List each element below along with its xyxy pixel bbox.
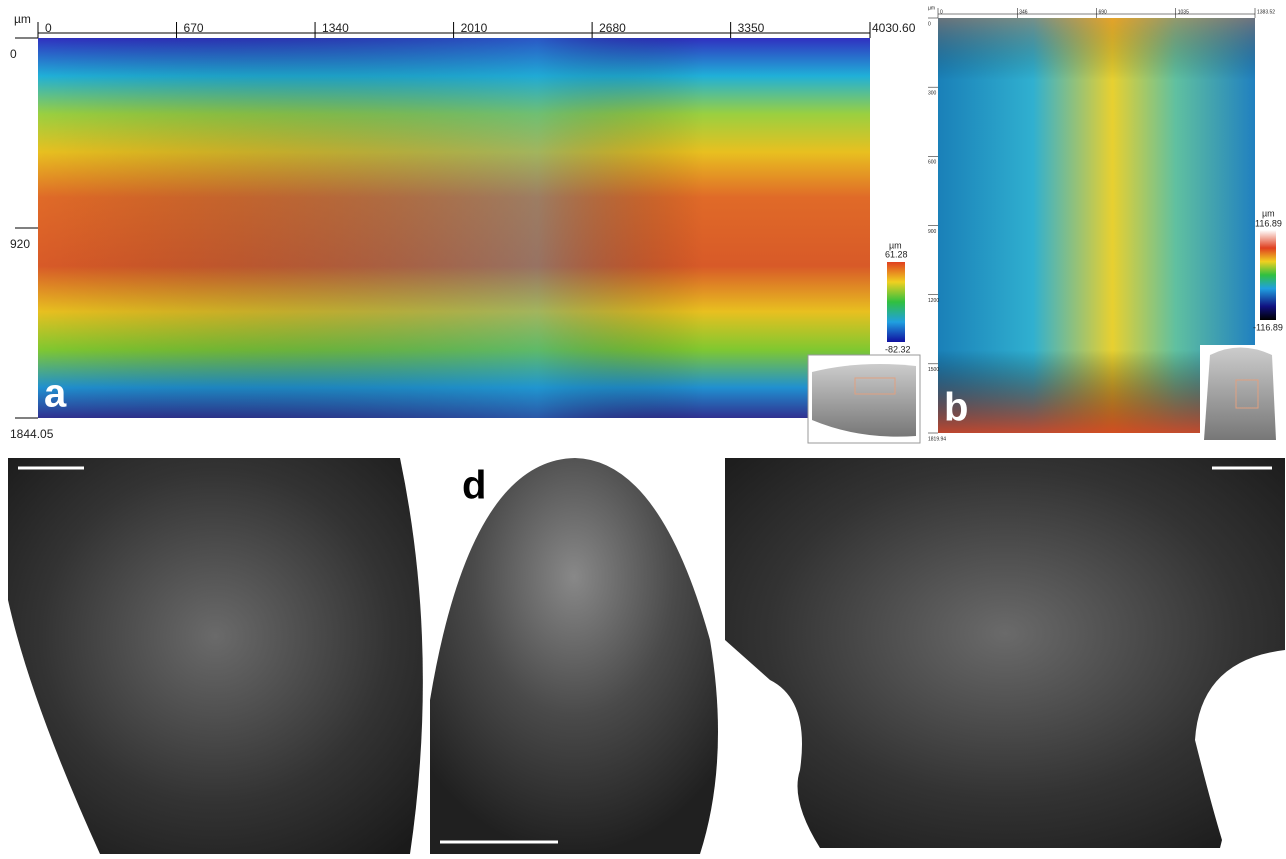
y-tick-label: 1844.05	[10, 427, 54, 441]
panel-label: c	[20, 804, 42, 848]
x-tick-label: 2680	[599, 21, 626, 35]
y-tick-label: 0	[928, 21, 931, 27]
panel-label: e	[752, 794, 774, 838]
sem-image	[725, 458, 1285, 848]
colorbar-unit: µm	[889, 240, 902, 250]
y-tick-label: 900	[928, 229, 937, 235]
panel-a	[14, 32, 921, 444]
inset-box	[1235, 379, 1259, 409]
panel-c	[8, 458, 423, 854]
y-tick-label: 600	[928, 160, 937, 166]
panel-b	[938, 13, 1278, 441]
y-tick-label: 0	[10, 47, 17, 61]
y-tick-label: 1500	[928, 367, 939, 373]
inset-box	[854, 377, 896, 395]
labels: µm 0 670 1340 2010 2680 3350 4030.60 0 920 1844.05…	[10, 5, 1283, 847]
unit-label: µm	[928, 5, 935, 11]
x-tick-label: 3350	[738, 21, 765, 35]
sem-image	[8, 458, 423, 854]
x-tick-label: 346	[1019, 9, 1028, 15]
y-tick-label: 1200	[928, 298, 939, 304]
y-tick-label: 300	[928, 90, 937, 96]
colorbar-unit: µm	[1262, 208, 1275, 218]
colorbar-max: 116.89	[1255, 218, 1282, 228]
x-tick-label: 690	[1099, 9, 1108, 15]
inset-bone	[812, 364, 916, 437]
x-tick-label: 1035	[1178, 9, 1189, 15]
x-tick-label: 0	[45, 21, 52, 35]
y-tick-label: 920	[10, 237, 30, 251]
colorbar-max: 61.28	[885, 249, 908, 259]
x-tick-label: 4030.60	[872, 21, 916, 35]
colorbar	[887, 262, 905, 342]
sem-image	[430, 458, 718, 854]
y-tick-label: 1819.94	[928, 436, 946, 442]
x-tick-label: 0	[940, 9, 943, 15]
colorbar-min: -82.32	[885, 344, 911, 354]
colorbar-min: -116.89	[1253, 322, 1283, 332]
panel-e	[725, 458, 1285, 848]
inset-bone	[1204, 347, 1276, 440]
panel-d	[430, 458, 718, 854]
x-tick-label: 2010	[461, 21, 488, 35]
x-tick-label: 1383.52	[1257, 9, 1275, 15]
x-tick-label: 1340	[322, 21, 349, 35]
height-map-shade	[38, 38, 870, 418]
colorbar	[1260, 230, 1276, 320]
unit-label: µm	[14, 12, 31, 26]
panel-label: b	[944, 386, 968, 430]
x-tick-label: 670	[184, 21, 204, 35]
panel-label: a	[44, 372, 67, 416]
panel-label: d	[462, 464, 486, 508]
